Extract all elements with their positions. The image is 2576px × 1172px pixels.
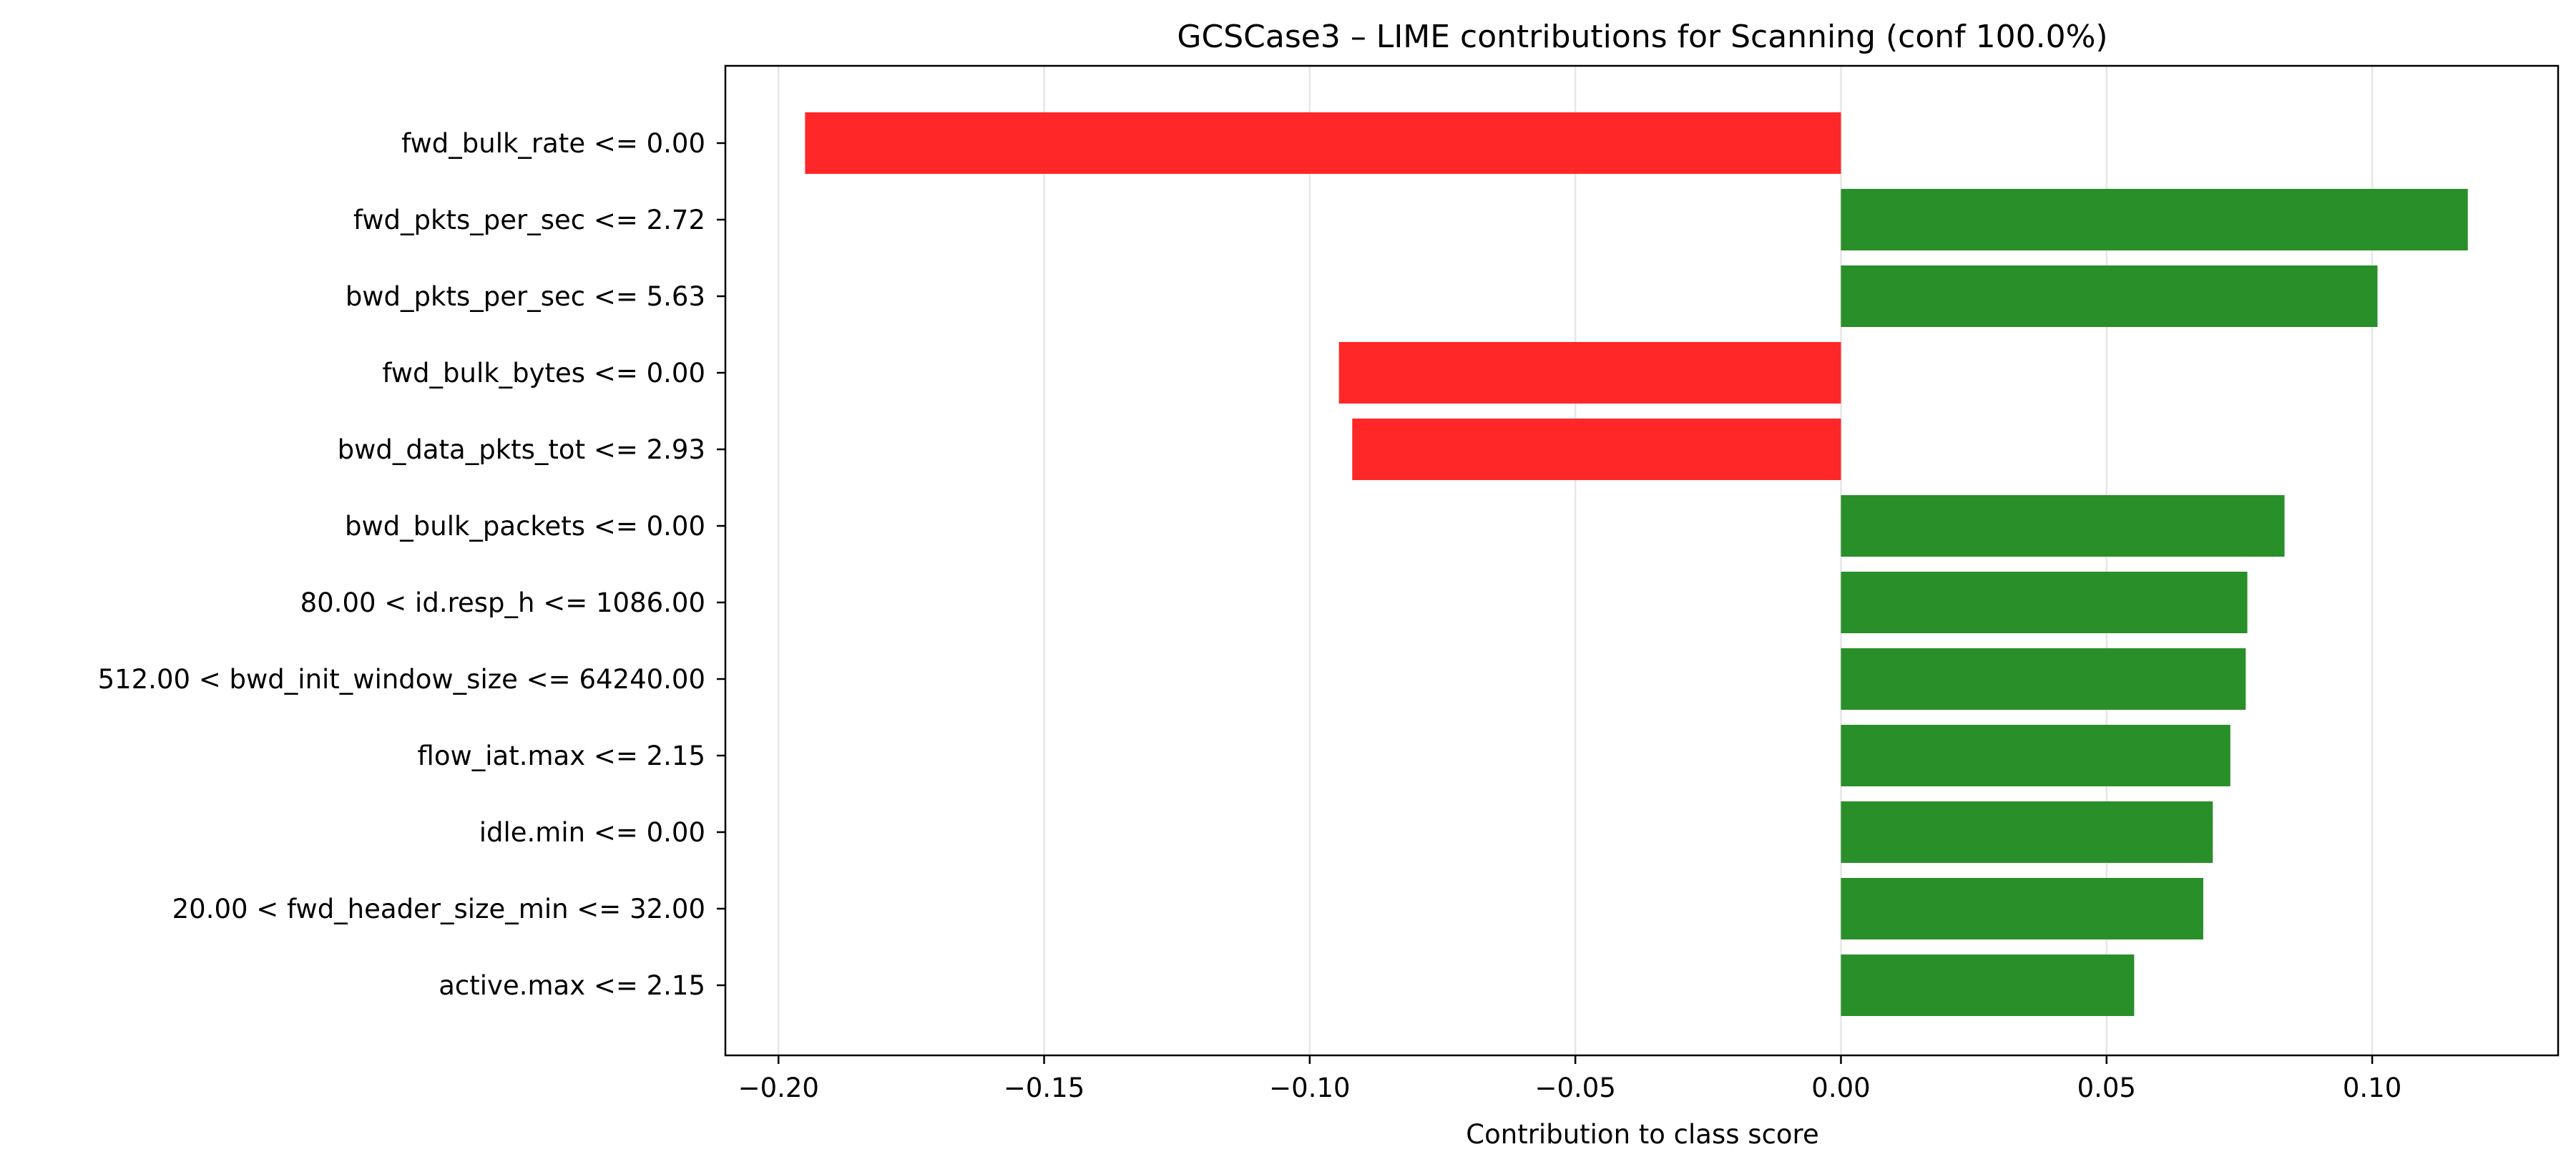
bar [1841, 495, 2285, 557]
y-ticks: fwd_bulk_rate <= 0.00 fwd_pkts_per_sec <=… [98, 128, 725, 1001]
bar [1841, 648, 2246, 710]
y-tick-label: bwd_data_pkts_tot <= 2.93 [338, 434, 705, 465]
bar [1841, 189, 2468, 250]
chart-title: GCSCase3 – LIME contributions for Scanni… [1177, 19, 2107, 55]
y-tick-label: idle.min <= 0.00 [479, 817, 705, 848]
x-tick-label: −0.10 [1269, 1073, 1350, 1103]
bar [1338, 342, 1841, 404]
bar [1352, 419, 1841, 480]
y-tick-label: fwd_bulk_rate <= 0.00 [401, 128, 705, 159]
y-tick-label: bwd_pkts_per_sec <= 5.63 [346, 281, 705, 312]
x-ticks: −0.20 −0.15 −0.10 −0.05 0.00 0.05 0.10 [738, 1055, 2401, 1103]
bars [805, 112, 2468, 1016]
x-axis-label: Contribution to class score [1466, 1119, 1818, 1150]
y-tick-label: 512.00 < bwd_init_window_size <= 64240.0… [98, 664, 705, 695]
x-tick-label: −0.20 [738, 1073, 819, 1103]
bar [1841, 265, 2378, 327]
x-tick-label: 0.00 [1811, 1073, 1870, 1103]
x-tick-label: 0.05 [2077, 1073, 2136, 1103]
x-tick-label: 0.10 [2343, 1073, 2401, 1103]
bar [1841, 725, 2230, 786]
bar [1841, 572, 2248, 633]
y-tick-label: 20.00 < fwd_header_size_min <= 32.00 [172, 894, 705, 924]
bar [1841, 954, 2135, 1016]
y-tick-label: bwd_bulk_packets <= 0.00 [345, 511, 705, 542]
y-tick-label: fwd_pkts_per_sec <= 2.72 [353, 205, 705, 235]
x-tick-label: −0.05 [1534, 1073, 1615, 1103]
bar [1841, 801, 2213, 863]
y-tick-label: flow_iat.max <= 2.15 [418, 741, 705, 771]
y-tick-label: active.max <= 2.15 [439, 970, 705, 1001]
y-tick-label: 80.00 < id.resp_h <= 1086.00 [300, 587, 705, 618]
y-tick-label: fwd_bulk_bytes <= 0.00 [382, 358, 705, 389]
plot-frame [724, 64, 2560, 1057]
bar [1841, 878, 2203, 939]
x-tick-label: −0.15 [1004, 1073, 1084, 1103]
bar [805, 112, 1841, 174]
